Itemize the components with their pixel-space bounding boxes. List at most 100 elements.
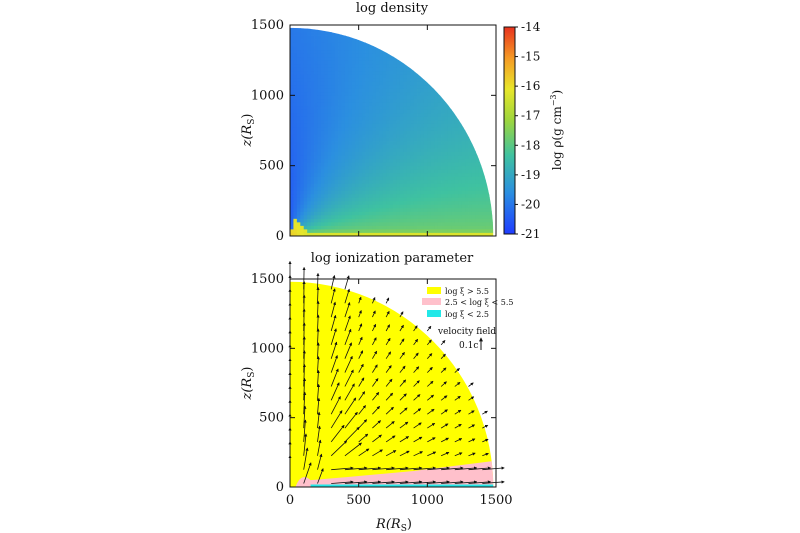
density-cell — [451, 155, 456, 160]
velocity-arrow — [427, 466, 450, 471]
density-cell — [420, 88, 425, 93]
density-cell — [348, 98, 353, 103]
density-cell — [324, 123, 329, 128]
velocity-arrow — [331, 466, 354, 471]
density-cell — [478, 155, 483, 160]
density-cell — [379, 98, 384, 103]
density-cell — [375, 162, 380, 167]
velocity-arrow — [372, 297, 376, 304]
density-cell — [355, 144, 360, 149]
density-cell — [482, 169, 487, 174]
density-cell — [296, 228, 301, 233]
density-cell — [355, 211, 360, 216]
density-cell — [417, 95, 421, 100]
density-cell — [430, 211, 435, 216]
density-cell — [382, 67, 387, 72]
density-cell — [458, 162, 463, 167]
density-cell — [389, 232, 394, 236]
density-cell — [393, 169, 397, 174]
density-cell — [382, 214, 387, 219]
density-cell — [441, 155, 445, 160]
density-cell — [358, 190, 363, 195]
density-cell — [314, 232, 318, 236]
density-cell — [293, 77, 298, 82]
density-cell — [406, 123, 411, 128]
density-cell — [372, 151, 377, 156]
density-cell — [372, 105, 377, 110]
density-cell — [358, 186, 363, 191]
density-cell — [406, 116, 411, 121]
density-cell — [382, 63, 387, 68]
density-cell — [379, 162, 384, 167]
density-cell — [420, 134, 425, 138]
density-cell — [451, 112, 456, 117]
density-cell — [482, 211, 487, 216]
density-cell — [320, 32, 325, 36]
density-cell — [303, 228, 308, 233]
density-cell — [368, 63, 373, 68]
density-cell — [307, 105, 311, 110]
density-cell — [344, 169, 349, 174]
density-cell — [386, 218, 390, 223]
density-cell — [290, 91, 294, 96]
density-cell — [368, 119, 373, 124]
density-cell — [348, 225, 353, 230]
density-cell — [410, 77, 414, 82]
density-cell — [296, 39, 301, 43]
density-cell — [461, 141, 466, 145]
density-cell — [303, 95, 308, 100]
density-cell — [461, 176, 466, 181]
velocity-arrow — [427, 480, 450, 484]
density-cell — [355, 190, 360, 195]
density-cell — [434, 148, 439, 152]
density-cell — [348, 190, 353, 195]
density-cell — [389, 88, 394, 93]
density-cell — [320, 214, 325, 219]
density-cell — [344, 70, 349, 75]
density-cell — [341, 144, 346, 149]
density-cell — [338, 74, 342, 79]
density-cell — [320, 169, 325, 174]
density-cell — [293, 190, 298, 195]
density-cell — [406, 186, 411, 191]
density-cell — [468, 134, 473, 138]
density-cell — [468, 197, 473, 202]
density-cell — [430, 126, 435, 131]
density-cell — [334, 169, 339, 174]
density-cell — [314, 67, 318, 72]
density-cell — [468, 155, 473, 160]
density-cell — [375, 63, 380, 68]
density-cell — [324, 81, 329, 86]
density-cell — [293, 137, 298, 142]
density-cell — [396, 98, 401, 103]
density-cell — [317, 183, 322, 188]
velocity-arrow — [358, 405, 366, 415]
density-cell — [341, 81, 346, 86]
density-cell — [382, 193, 387, 198]
density-cell — [358, 98, 363, 103]
density-cell — [410, 81, 414, 86]
density-cell — [386, 49, 390, 54]
density-cell — [478, 186, 483, 191]
density-cell — [482, 186, 487, 191]
density-cell — [296, 74, 301, 79]
density-cell — [344, 98, 349, 103]
density-cell — [331, 193, 336, 198]
density-cell — [482, 204, 487, 209]
density-cell — [379, 130, 384, 135]
density-cell — [331, 155, 336, 160]
density-cell — [423, 221, 428, 226]
density-cell — [423, 102, 428, 107]
density-cell — [341, 190, 346, 195]
density-cell — [420, 228, 425, 233]
density-cell — [399, 186, 404, 191]
density-cell — [293, 28, 298, 33]
density-cell — [413, 119, 418, 124]
density-cell — [365, 200, 370, 205]
density-cell — [447, 225, 452, 230]
density-cell — [368, 70, 373, 75]
density-cell — [300, 158, 305, 163]
density-cell — [427, 112, 432, 117]
density-cell — [338, 144, 342, 149]
density-cell — [396, 190, 401, 195]
